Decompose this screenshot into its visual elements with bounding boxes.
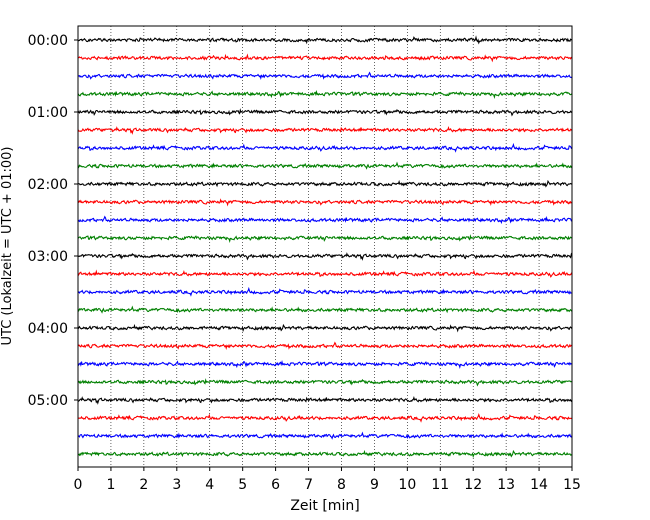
y-tick-label: 03:00 bbox=[28, 249, 68, 265]
trace-row-0130 bbox=[77, 142, 573, 153]
x-tick-label: 4 bbox=[205, 477, 214, 493]
trace-row-0330 bbox=[77, 286, 573, 297]
plot-frame bbox=[77, 25, 573, 468]
trace-row-0000 bbox=[77, 35, 573, 45]
trace-row-0345 bbox=[77, 305, 573, 314]
x-tick-label: 11 bbox=[431, 477, 449, 493]
x-tick-label: 6 bbox=[271, 477, 280, 493]
trace-row-0515 bbox=[77, 412, 573, 423]
trace-row-0015 bbox=[77, 53, 573, 63]
trace-row-0445 bbox=[77, 378, 573, 387]
x-tick-label: 1 bbox=[106, 477, 115, 493]
trace-row-0500 bbox=[77, 396, 573, 405]
trace-row-0030 bbox=[77, 71, 573, 80]
x-tick-label: 13 bbox=[497, 477, 515, 493]
y-tick-label: 01:00 bbox=[28, 105, 68, 121]
x-tick-label: 5 bbox=[238, 477, 247, 493]
trace-row-0530 bbox=[77, 431, 573, 440]
trace-row-0245 bbox=[77, 234, 573, 243]
x-tick-label: 14 bbox=[530, 477, 548, 493]
x-tick-label: 0 bbox=[74, 477, 83, 493]
trace-row-0100 bbox=[77, 108, 573, 117]
trace-row-0045 bbox=[77, 89, 573, 99]
y-axis-label: UTC (Lokalzeit = UTC + 01:00) bbox=[0, 147, 15, 346]
x-tick-label: 7 bbox=[304, 477, 313, 493]
x-tick-label: 15 bbox=[563, 477, 581, 493]
x-axis-label: Zeit [min] bbox=[290, 498, 359, 514]
x-tick-label: 3 bbox=[172, 477, 181, 493]
y-tick-label: 04:00 bbox=[28, 321, 68, 337]
trace-row-0415 bbox=[77, 341, 573, 350]
trace-row-0315 bbox=[77, 269, 573, 278]
trace-row-0545 bbox=[77, 449, 573, 459]
trace-row-0200 bbox=[77, 179, 573, 189]
y-tick-label: 02:00 bbox=[28, 177, 68, 193]
x-tick-label: 8 bbox=[337, 477, 346, 493]
trace-row-0430 bbox=[77, 359, 573, 369]
trace-row-0215 bbox=[77, 198, 573, 207]
x-axis-ticks: 0 1 2 3 4 5 6 7 8 9 10 11 12 13 14 15 bbox=[74, 467, 581, 493]
x-tick-label: 2 bbox=[139, 477, 148, 493]
trace-row-0115 bbox=[77, 126, 573, 135]
trace-row-0230 bbox=[77, 215, 573, 225]
trace-row-0400 bbox=[77, 323, 573, 333]
trace-rows bbox=[77, 35, 573, 459]
trace-row-0300 bbox=[77, 252, 573, 261]
y-tick-label: 00:00 bbox=[28, 33, 68, 49]
x-tick-label: 12 bbox=[464, 477, 482, 493]
x-tick-label: 9 bbox=[370, 477, 379, 493]
trace-row-0145 bbox=[77, 161, 573, 170]
y-tick-label: 05:00 bbox=[28, 393, 68, 409]
x-tick-label: 10 bbox=[398, 477, 416, 493]
y-axis-ticks: 00:00 01:00 02:00 03:00 04:00 05:00 bbox=[28, 33, 78, 409]
